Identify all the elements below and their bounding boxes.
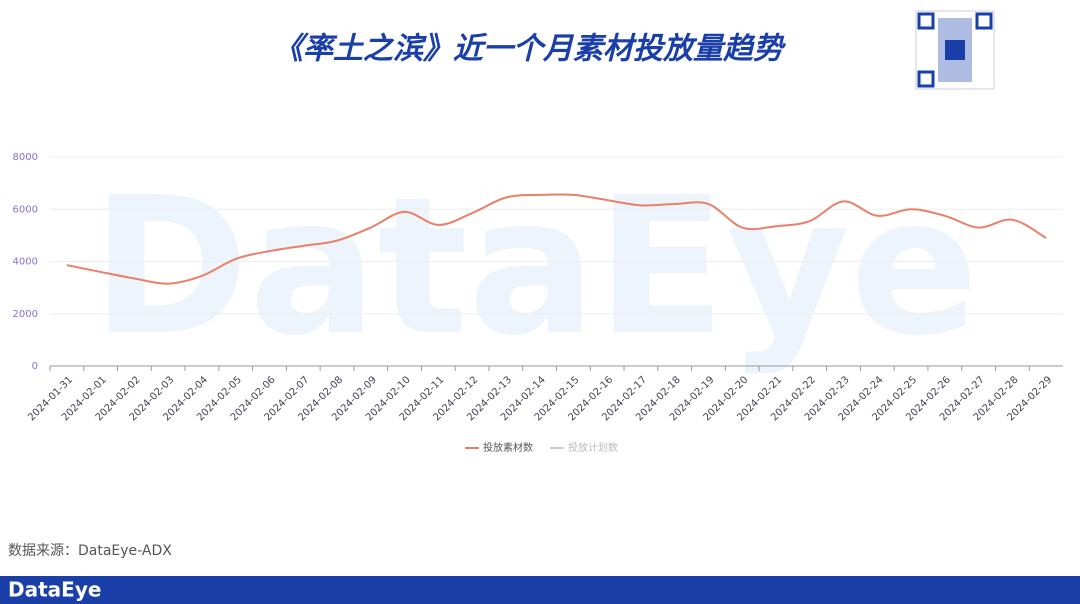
y-tick-label: 4000 [13, 257, 38, 268]
legend-label: 投放计划数 [568, 441, 618, 454]
y-tick-label: 6000 [13, 204, 38, 215]
legend-label: 投放素材数 [483, 441, 533, 454]
source: 数据来源：DataEye-ADX [8, 543, 172, 559]
y-tick-label: 0 [32, 361, 38, 372]
footer-bar [0, 576, 1080, 604]
chart-title: 《率土之滨》近一个月素材投放量趋势 [273, 32, 787, 67]
watermark: DataEye [91, 156, 978, 377]
line [66, 193, 1047, 285]
qr-code [915, 10, 995, 90]
y-tick-label: 8000 [13, 152, 38, 163]
footer-logo: DataEye [8, 578, 101, 602]
y-tick-label: 2000 [13, 309, 38, 320]
